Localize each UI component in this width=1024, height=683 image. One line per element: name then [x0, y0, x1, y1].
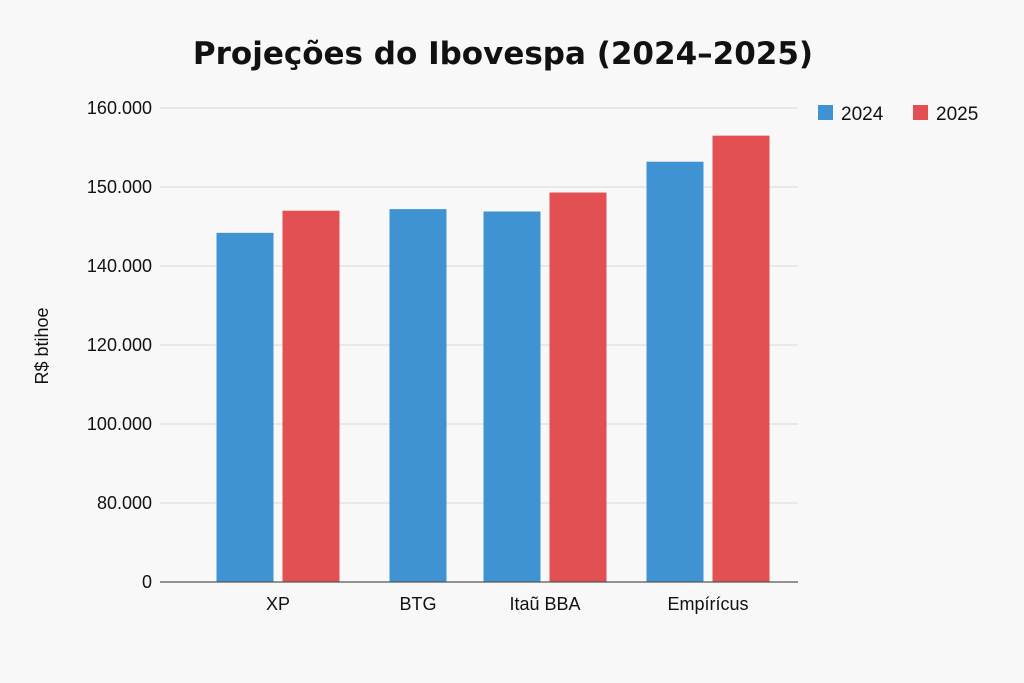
y-tick-label: 100.000	[87, 414, 152, 434]
bar-2025-ita-bba	[549, 192, 607, 582]
legend-label-2025: 2025	[936, 104, 978, 125]
y-tick-label: 150.000	[87, 177, 152, 197]
legend: 2024 2025	[818, 104, 978, 125]
x-category-label: BTG	[399, 594, 436, 614]
y-tick-label: 0	[142, 572, 152, 592]
y-tick-label: 80.000	[97, 493, 152, 513]
bar-2025-emp-r-cus	[712, 135, 770, 582]
y-tick-label: 140.000	[87, 256, 152, 276]
x-category-label: Empírícus	[667, 594, 748, 614]
bar-2024-ita-bba	[483, 211, 541, 583]
y-tick-label: 120.000	[87, 335, 152, 355]
y-axis-label: R$ btihoe	[32, 307, 52, 384]
x-axis-categories: XP BTG Itaũ BBA Empírícus	[266, 594, 749, 614]
bar-2024-btg	[389, 209, 447, 582]
bars	[216, 135, 770, 583]
x-category-label: Itaũ BBA	[509, 594, 580, 614]
chart-title: Projeções do Ibovespa (2024–2025)	[193, 36, 813, 72]
bar-2024-xp	[216, 232, 274, 582]
bar-2025-xp	[282, 210, 340, 582]
x-category-label: XP	[266, 594, 290, 614]
legend-label-2024: 2024	[841, 104, 884, 125]
bar-2024-emp-r-cus	[646, 161, 704, 582]
y-axis-ticks: 0 80.000 100.000 120.000 140.000 150.000 160.0…	[87, 98, 152, 592]
y-tick-label: 160.000	[87, 98, 152, 118]
legend-swatch-2025	[913, 105, 928, 120]
legend-swatch-2024	[818, 105, 833, 120]
